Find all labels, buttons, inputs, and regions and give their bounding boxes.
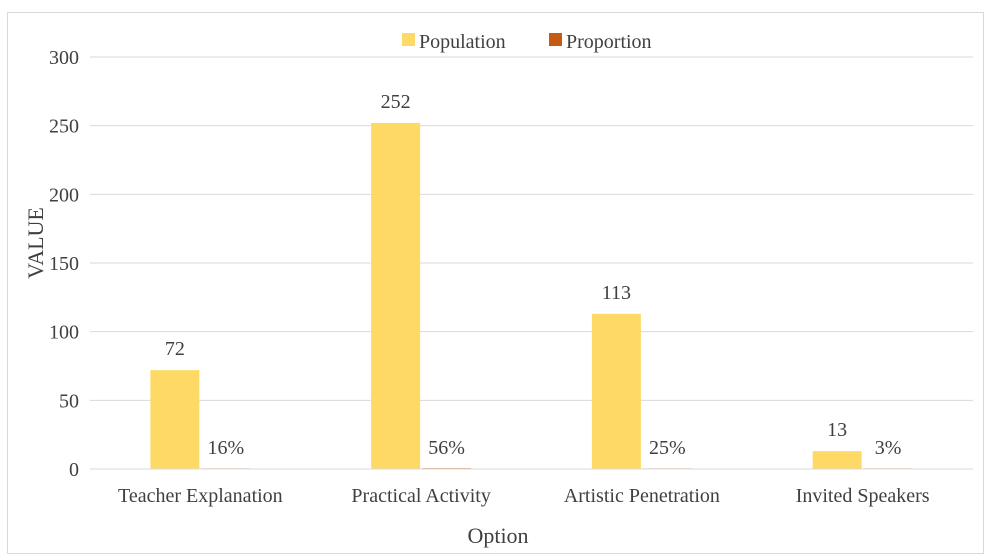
gridlines [90,56,973,401]
data-label-population: 113 [602,282,631,304]
bars [150,122,913,470]
legend-label-proportion: Proportion [566,31,652,53]
y-tick-label: 0 [69,459,79,481]
legend: Population Proportion [402,31,652,53]
bar-population [371,122,421,470]
data-label-population: 72 [165,338,185,360]
x-tick-label: Invited Speakers [796,485,930,507]
data-label-population: 252 [381,91,411,113]
y-tick-label: 50 [59,390,79,412]
data-label-proportion: 3% [875,437,902,459]
x-tick-label: Teacher Explanation [118,485,283,507]
y-axis-title: VALUE [23,207,48,279]
bar-population [150,370,200,469]
y-tick-label: 300 [49,47,79,69]
bar-population [812,451,862,469]
y-tick-label: 250 [49,116,79,138]
data-label-population: 13 [827,419,847,441]
x-tick-label: Artistic Penetration [564,485,720,507]
legend-swatch-population [402,33,415,46]
bar-population [591,313,641,469]
y-tick-label: 150 [49,253,79,275]
legend-label-population: Population [419,31,506,53]
axes: 0 50 100 150 200 250 300 Teacher Explanation Pra… [49,47,973,507]
data-label-proportion: 25% [649,437,686,459]
data-label-proportion: 56% [428,437,465,459]
data-label-proportion: 16% [208,437,245,459]
legend-swatch-proportion [549,33,562,46]
x-axis-title: Option [467,523,528,548]
x-tick-label: Practical Activity [351,485,490,507]
y-tick-label: 100 [49,322,79,344]
y-tick-label: 200 [49,184,79,206]
data-labels: 72 16% 252 56% 113 25% 13 3% [165,91,902,459]
